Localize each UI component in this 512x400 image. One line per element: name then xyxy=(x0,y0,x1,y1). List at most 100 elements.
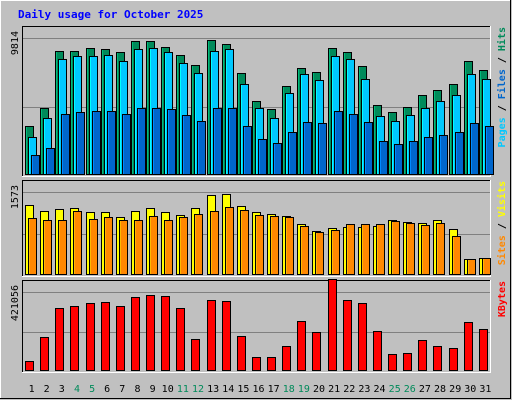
sites-bar xyxy=(179,217,188,275)
pages-bar xyxy=(455,132,464,175)
kbytes-panel: 421056 KBytes xyxy=(10,279,508,373)
kbytes-bar xyxy=(449,348,458,371)
legend-entry: Files xyxy=(496,69,508,99)
day-label: 4 xyxy=(74,384,80,395)
pages-bar xyxy=(424,137,433,175)
kbytes-bar xyxy=(267,357,276,371)
day-label: 31 xyxy=(479,384,491,395)
pages-bar xyxy=(243,126,252,175)
legend-entry: Sites xyxy=(496,235,508,265)
sites-bar xyxy=(58,220,67,275)
kbytes-bar xyxy=(86,303,95,371)
sites-bar xyxy=(467,259,476,275)
pages-bar xyxy=(152,108,161,175)
panel-legend: Sites / Visits xyxy=(496,181,508,265)
day-label: 12 xyxy=(192,384,204,395)
kbytes-bar xyxy=(191,339,200,371)
day-label: 22 xyxy=(343,384,355,395)
pages-bar xyxy=(182,115,191,175)
day-label: 26 xyxy=(404,384,416,395)
day-label: 28 xyxy=(434,384,446,395)
pages-bar xyxy=(76,112,85,175)
kbytes-bar xyxy=(418,340,427,371)
day-label: 24 xyxy=(373,384,385,395)
kbytes-bar xyxy=(116,306,125,371)
sites-bar xyxy=(421,225,430,275)
pages-bar xyxy=(92,111,101,175)
kbytes-bar xyxy=(146,295,155,371)
pages-bar xyxy=(137,108,146,175)
kbytes-bar xyxy=(40,337,49,371)
sites-bar xyxy=(361,224,370,275)
day-label: 13 xyxy=(207,384,219,395)
day-label: 6 xyxy=(104,384,110,395)
day-label: 25 xyxy=(389,384,401,395)
legend-entry: / xyxy=(497,217,508,235)
kbytes-bar xyxy=(433,346,442,371)
sites-bar xyxy=(436,223,445,275)
kbytes-bar xyxy=(176,308,185,371)
sites-bar xyxy=(210,211,219,275)
pages-bar xyxy=(228,108,237,175)
pages-bar xyxy=(364,122,373,175)
legend-entry: KBytes xyxy=(497,281,508,317)
pages-bar xyxy=(258,139,267,175)
day-label: 16 xyxy=(252,384,264,395)
pages-bar xyxy=(122,114,131,175)
panel-max-label: 421056 xyxy=(10,285,21,321)
kbytes-bar xyxy=(479,329,488,371)
day-label: 3 xyxy=(59,384,65,395)
legend-entry: / xyxy=(497,99,508,117)
day-label: 20 xyxy=(313,384,325,395)
kbytes-bar xyxy=(207,300,216,371)
sites-bar xyxy=(346,224,355,275)
day-label: 19 xyxy=(298,384,310,395)
pages-bar xyxy=(439,135,448,175)
kbytes-bar xyxy=(464,322,473,371)
day-label: 11 xyxy=(177,384,189,395)
panel-legend: KBytes xyxy=(497,281,508,317)
sites-bar xyxy=(255,215,264,275)
legend-entry: Visits xyxy=(496,181,508,217)
kbytes-bar xyxy=(131,297,140,371)
day-label: 5 xyxy=(89,384,95,395)
legend-entry: Hits xyxy=(496,27,508,51)
kbytes-bar xyxy=(237,336,246,371)
kbytes-bar xyxy=(388,354,397,371)
sites-bar xyxy=(376,224,385,275)
day-label: 1 xyxy=(29,384,35,395)
kbytes-bar xyxy=(297,321,306,371)
kbytes-bar xyxy=(282,346,291,371)
sites-bar xyxy=(225,207,234,275)
kbytes-bar xyxy=(312,332,321,371)
pages-bar xyxy=(61,114,70,175)
kbytes-bar xyxy=(358,303,367,371)
kbytes-bar xyxy=(252,357,261,371)
pages-bar xyxy=(303,122,312,175)
pages-bar xyxy=(213,108,222,175)
kbytes-bar xyxy=(222,301,231,371)
chart-title: Daily usage for October 2025 xyxy=(18,8,203,21)
sites-bar xyxy=(134,220,143,275)
day-label: 7 xyxy=(119,384,125,395)
sites-bar xyxy=(331,230,340,275)
sites-bar xyxy=(482,258,491,275)
sites-bar xyxy=(270,216,279,275)
sites-bar xyxy=(104,217,113,275)
sites-bar xyxy=(194,214,203,275)
panel-max-label: 1573 xyxy=(10,185,21,209)
kbytes-bar xyxy=(55,308,64,371)
kbytes-bar xyxy=(343,300,352,371)
kbytes-bar xyxy=(161,296,170,371)
day-label: 27 xyxy=(419,384,431,395)
pages-bar xyxy=(288,132,297,175)
kbytes-bar xyxy=(70,306,79,371)
pages-bar xyxy=(46,148,55,175)
pages-bar xyxy=(31,155,40,175)
pages-bar xyxy=(379,141,388,175)
kbytes-bar xyxy=(373,331,382,371)
kbytes-bar xyxy=(25,361,34,371)
sites-bar xyxy=(119,220,128,275)
